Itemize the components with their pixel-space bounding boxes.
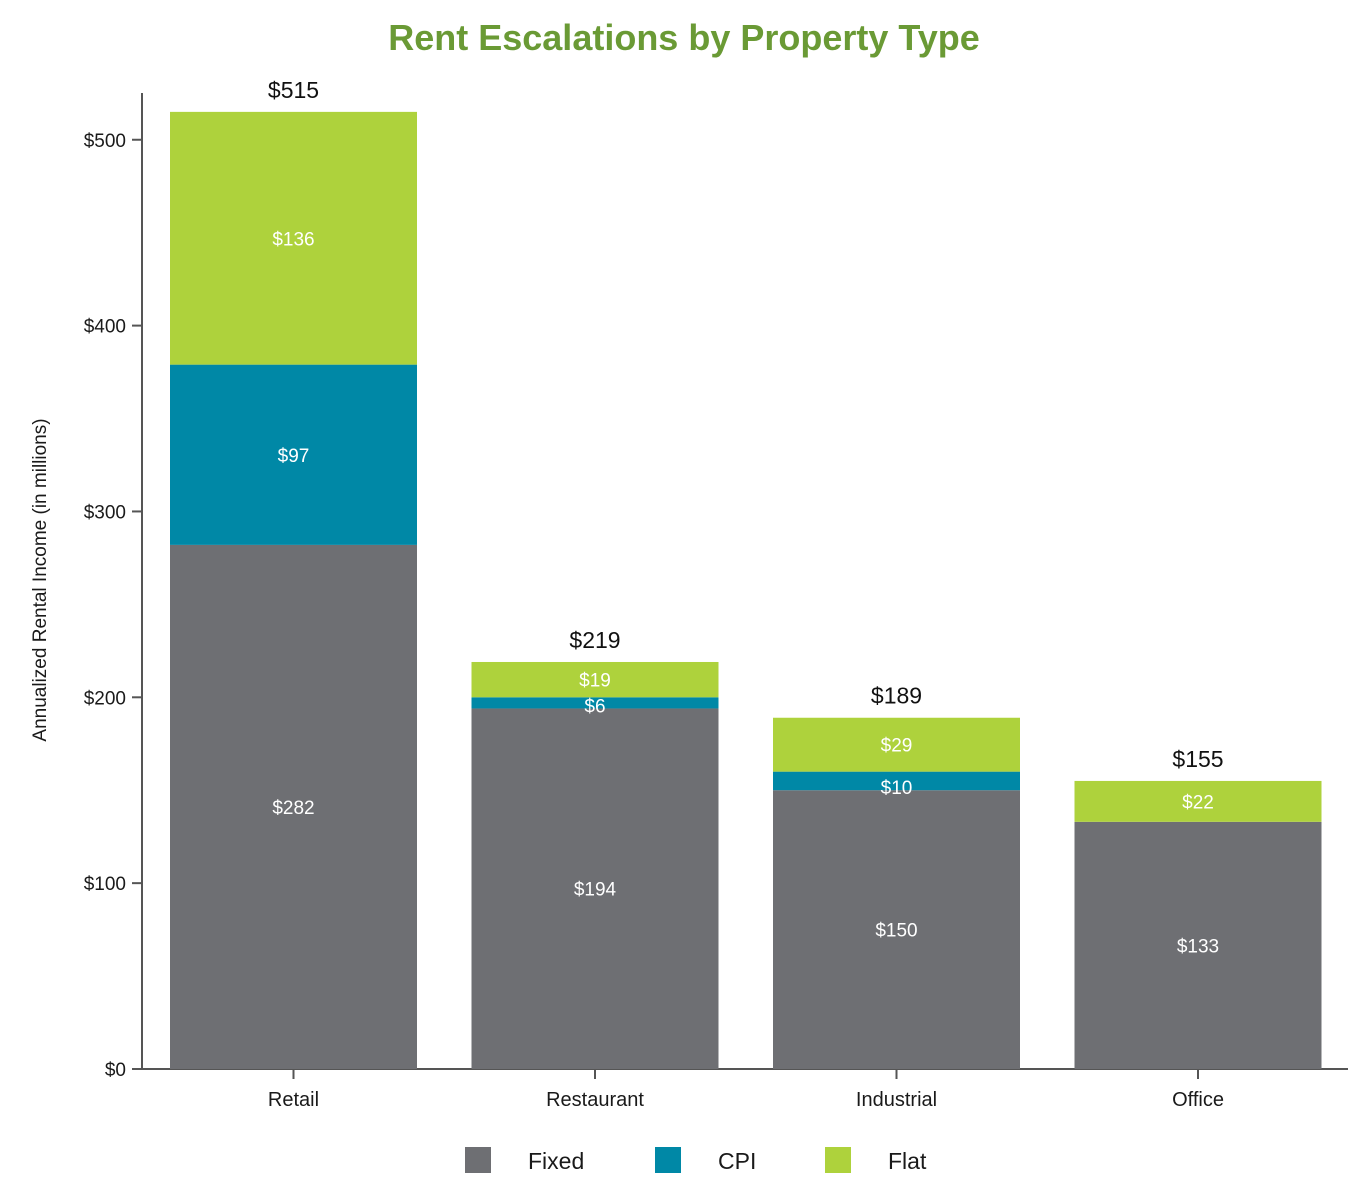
y-tick-label: $200	[84, 688, 126, 709]
bar-flat	[773, 717, 1020, 772]
x-tick-label: Restaurant	[546, 1089, 644, 1111]
data-label-fixed: $282	[272, 798, 314, 819]
y-tick-label: $100	[84, 874, 126, 895]
y-tick-label: $300	[84, 502, 126, 523]
legend-label-flat: Flat	[888, 1148, 927, 1174]
y-tick-label: $400	[84, 317, 126, 338]
legend: Fixed CPI Flat	[465, 1147, 927, 1174]
bar-cpi	[170, 364, 417, 545]
x-tick-label: Retail	[268, 1089, 319, 1111]
chart-title: Rent Escalations by Property Type	[388, 17, 980, 58]
total-label: $155	[1172, 746, 1223, 772]
x-tick-label: Industrial	[856, 1089, 937, 1111]
bar-flat	[471, 661, 719, 698]
data-label-cpi: $10	[881, 778, 913, 799]
total-label: $219	[569, 627, 620, 653]
legend-label-fixed: Fixed	[528, 1148, 584, 1174]
legend-swatch-fixed	[465, 1147, 491, 1173]
total-label: $189	[871, 683, 922, 709]
data-label-flat: $136	[272, 229, 314, 250]
data-label-flat: $29	[881, 736, 913, 757]
data-label-fixed: $133	[1177, 936, 1219, 957]
bar-flat	[1074, 780, 1322, 822]
data-label-fixed: $194	[574, 880, 617, 901]
data-label-flat: $19	[579, 671, 611, 692]
bar-fixed	[170, 544, 417, 1069]
data-label-fixed: $150	[875, 921, 917, 942]
y-tick-label: $500	[84, 131, 126, 152]
bar-fixed	[471, 708, 719, 1069]
y-tick-label: $0	[105, 1060, 126, 1081]
legend-swatch-cpi	[655, 1147, 681, 1173]
bar-flat	[170, 111, 417, 365]
data-label-cpi: $97	[278, 446, 310, 467]
total-label: $515	[268, 77, 319, 103]
bar-fixed	[1074, 821, 1322, 1069]
y-axis-label: Annualized Rental Income (in millions)	[30, 418, 51, 741]
legend-label-cpi: CPI	[718, 1148, 756, 1174]
bar-fixed	[773, 790, 1020, 1069]
bar-cpi	[773, 771, 1020, 791]
legend-swatch-flat	[825, 1147, 851, 1173]
x-tick-label: Office	[1172, 1089, 1224, 1111]
bar-cpi	[471, 697, 719, 709]
plot-area: $0 $100 $200 $300 $400 $500 $282 $97 $136 $515 Ret…	[84, 77, 1348, 1111]
data-label-cpi: $6	[584, 696, 605, 717]
data-label-flat: $22	[1182, 792, 1214, 813]
